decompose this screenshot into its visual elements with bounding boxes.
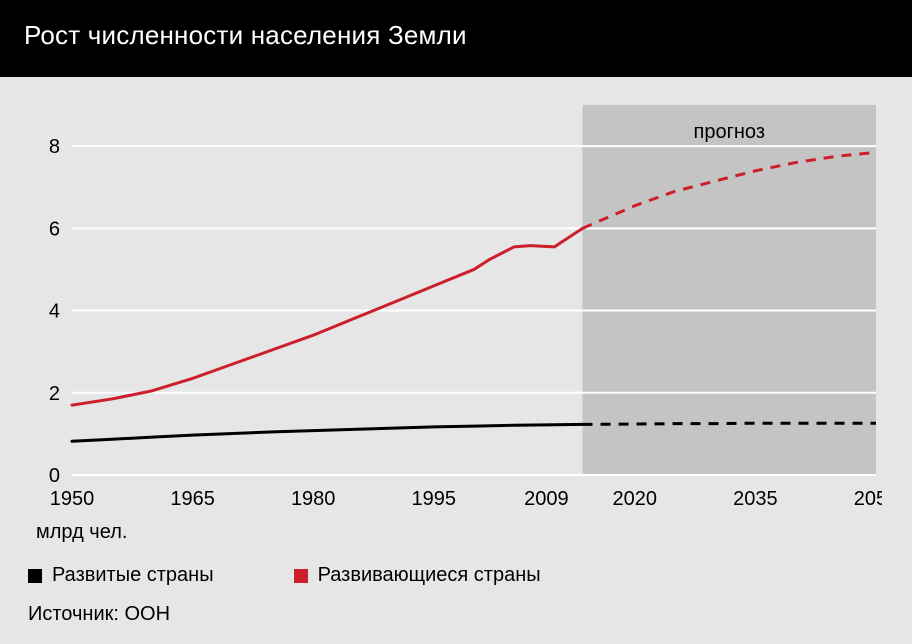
legend-swatch-icon (294, 569, 308, 583)
line-chart: 1950 1965 1980 1995 2009 2020 2035 2050 0 2 4 6 8 про… (30, 95, 882, 515)
chart-area: 1950 1965 1980 1995 2009 2020 2035 2050 0 2 4 6 8 про… (0, 77, 912, 546)
legend-item-developing: Развивающиеся страны (294, 564, 541, 587)
legend-label: Развивающиеся страны (318, 564, 541, 587)
legend-label: Развитые страны (52, 564, 214, 587)
svg-text:прогноз: прогноз (694, 121, 765, 143)
svg-text:1995: 1995 (412, 488, 457, 510)
svg-text:1965: 1965 (170, 488, 215, 510)
chart-title: Рост численности населения Земли (0, 0, 912, 77)
legend: Развитые страны Развивающиеся страны (0, 546, 912, 593)
legend-item-developed: Развитые страны (28, 564, 214, 587)
svg-text:0: 0 (49, 465, 60, 487)
y-axis-unit-label: млрд чел. (36, 521, 882, 544)
svg-text:4: 4 (49, 301, 60, 323)
svg-text:2035: 2035 (733, 488, 778, 510)
svg-text:1980: 1980 (291, 488, 336, 510)
svg-text:2009: 2009 (524, 488, 569, 510)
svg-text:8: 8 (49, 136, 60, 158)
svg-text:6: 6 (49, 218, 60, 240)
svg-text:1950: 1950 (50, 488, 95, 510)
svg-text:2020: 2020 (613, 488, 658, 510)
svg-text:2050: 2050 (854, 488, 882, 510)
chart-root: Рост численности населения Земли 1950 196… (0, 0, 912, 644)
source-text: Источник: ООН (0, 593, 912, 644)
svg-text:2: 2 (49, 383, 60, 405)
legend-swatch-icon (28, 569, 42, 583)
